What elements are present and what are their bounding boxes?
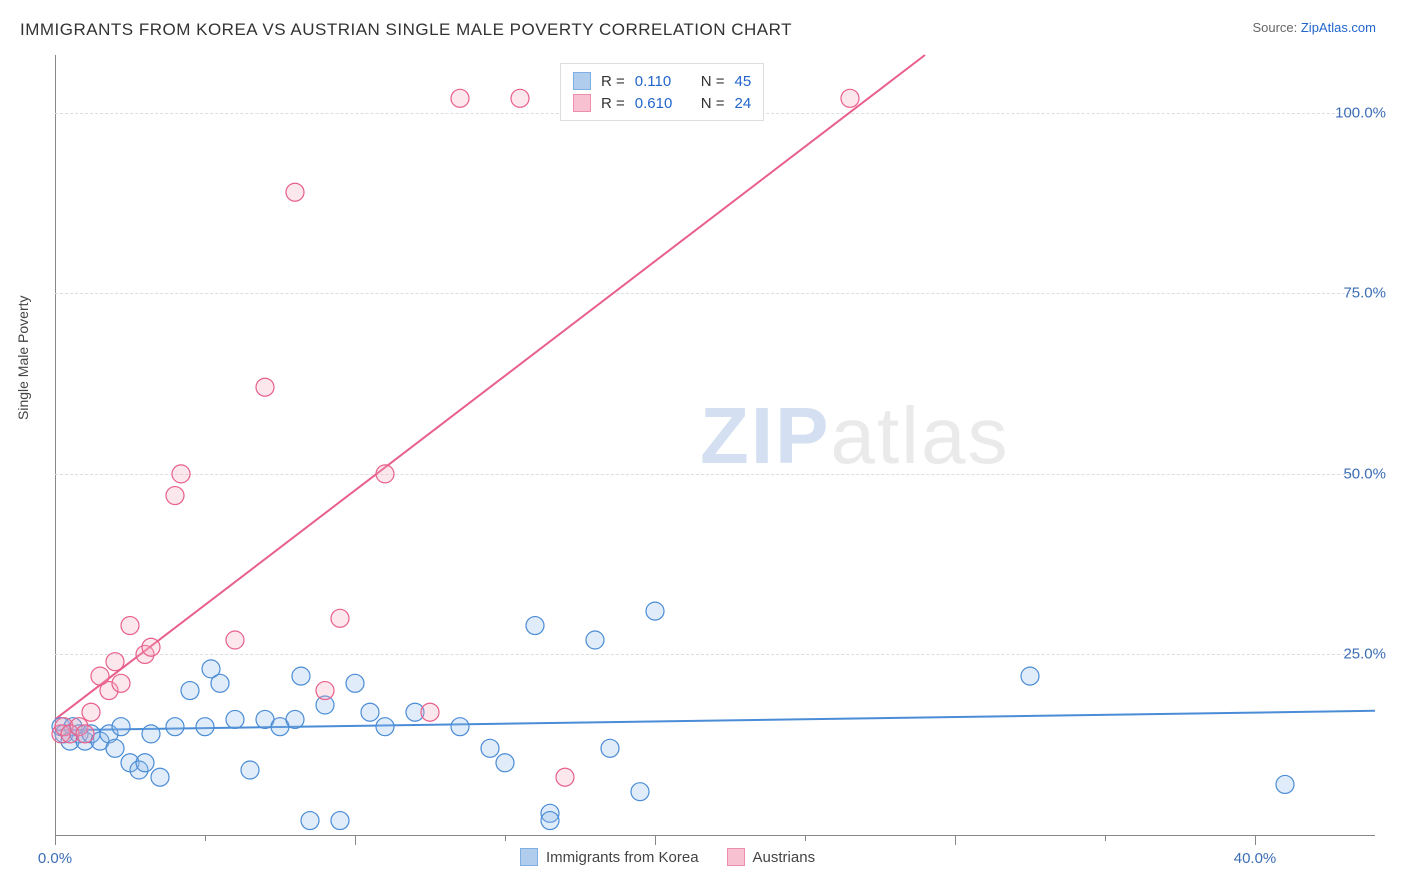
data-point (601, 739, 619, 757)
data-point (346, 674, 364, 692)
data-point (142, 638, 160, 656)
source-link[interactable]: ZipAtlas.com (1301, 20, 1376, 35)
trend-lines (55, 55, 1375, 730)
legend-bottom-series2: Austrians (727, 848, 816, 866)
data-point (112, 674, 130, 692)
data-point (301, 812, 319, 830)
data-point (331, 609, 349, 627)
data-point (106, 739, 124, 757)
data-point (556, 768, 574, 786)
data-point (82, 703, 100, 721)
data-point (241, 761, 259, 779)
data-point (112, 718, 130, 736)
legend-row-series1: R = 0.110 N = 45 (573, 70, 751, 92)
data-point (631, 783, 649, 801)
data-point (166, 487, 184, 505)
trend-line (55, 55, 925, 719)
legend-swatch-series1-bottom (520, 848, 538, 866)
x-tick (355, 835, 356, 845)
legend-r-label: R = (601, 95, 625, 112)
x-tick-label: 0.0% (38, 850, 72, 867)
chart-title: IMMIGRANTS FROM KOREA VS AUSTRIAN SINGLE… (20, 20, 792, 40)
legend-correlation: R = 0.110 N = 45 R = 0.610 N = 24 (560, 63, 764, 121)
x-tick (1255, 835, 1256, 845)
data-point (376, 718, 394, 736)
data-point (196, 718, 214, 736)
data-point (496, 754, 514, 772)
data-point (841, 89, 859, 107)
data-point (142, 725, 160, 743)
x-tick-label: 40.0% (1234, 850, 1277, 867)
legend-r-label: R = (601, 73, 625, 90)
y-axis-label: Single Male Poverty (15, 295, 31, 420)
scatter-points (52, 89, 1294, 829)
legend-r-value-series2: 0.610 (635, 95, 683, 112)
x-tick (955, 835, 956, 845)
data-point (361, 703, 379, 721)
legend-label-series1: Immigrants from Korea (546, 849, 699, 866)
legend-n-value-series2: 24 (735, 95, 752, 112)
data-point (226, 631, 244, 649)
data-point (481, 739, 499, 757)
x-minor-tick (805, 835, 806, 841)
data-point (646, 602, 664, 620)
legend-r-value-series1: 0.110 (635, 73, 683, 90)
data-point (286, 183, 304, 201)
data-point (106, 653, 124, 671)
x-tick (55, 835, 56, 845)
legend-swatch-series2-bottom (727, 848, 745, 866)
legend-swatch-series1 (573, 72, 591, 90)
legend-series-names: Immigrants from Korea Austrians (520, 848, 815, 866)
legend-label-series2: Austrians (753, 849, 816, 866)
data-point (181, 682, 199, 700)
data-point (1021, 667, 1039, 685)
data-point (172, 465, 190, 483)
trend-line (55, 711, 1375, 731)
data-point (316, 682, 334, 700)
legend-n-label: N = (701, 73, 725, 90)
scatter-plot (55, 55, 1375, 835)
data-point (211, 674, 229, 692)
data-point (541, 812, 559, 830)
x-tick (655, 835, 656, 845)
legend-swatch-series2 (573, 94, 591, 112)
data-point (376, 465, 394, 483)
data-point (526, 617, 544, 635)
data-point (256, 378, 274, 396)
data-point (511, 89, 529, 107)
data-point (226, 710, 244, 728)
data-point (292, 667, 310, 685)
data-point (1276, 775, 1294, 793)
data-point (166, 718, 184, 736)
x-minor-tick (205, 835, 206, 841)
x-minor-tick (505, 835, 506, 841)
data-point (331, 812, 349, 830)
data-point (76, 725, 94, 743)
source-attribution: Source: ZipAtlas.com (1252, 20, 1376, 35)
legend-bottom-series1: Immigrants from Korea (520, 848, 699, 866)
data-point (151, 768, 169, 786)
legend-n-label: N = (701, 95, 725, 112)
data-point (136, 754, 154, 772)
data-point (451, 718, 469, 736)
data-point (586, 631, 604, 649)
data-point (451, 89, 469, 107)
legend-row-series2: R = 0.610 N = 24 (573, 92, 751, 114)
legend-n-value-series1: 45 (735, 73, 752, 90)
x-minor-tick (1105, 835, 1106, 841)
data-point (286, 710, 304, 728)
source-prefix: Source: (1252, 20, 1300, 35)
x-axis-line (55, 835, 1375, 836)
data-point (121, 617, 139, 635)
data-point (421, 703, 439, 721)
